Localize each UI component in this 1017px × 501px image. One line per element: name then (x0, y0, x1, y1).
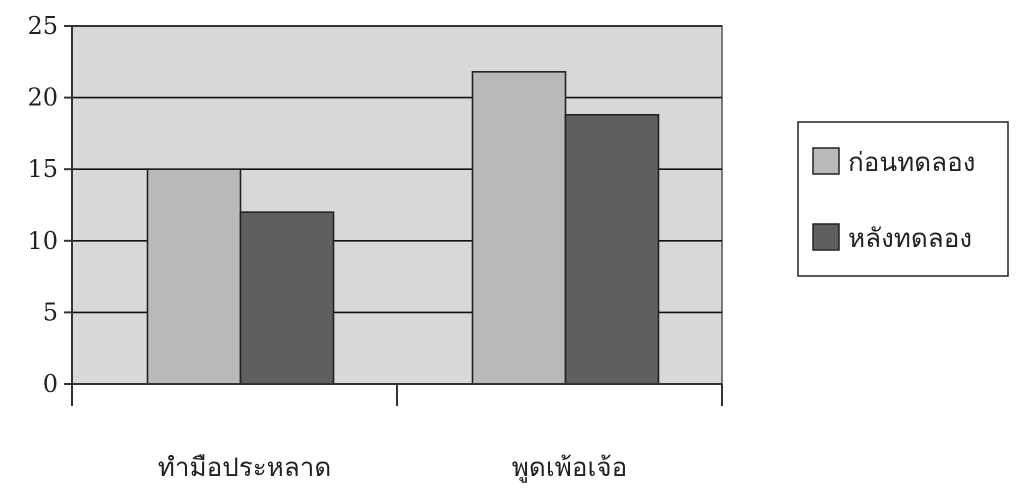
y-tick-label: 0 (43, 370, 58, 398)
y-tick-label: 25 (27, 12, 58, 40)
y-tick-label: 20 (27, 84, 58, 112)
bars (146, 71, 660, 385)
bar (471, 71, 567, 385)
legend-label-after: หลังทดลอง (848, 224, 972, 254)
bar (146, 168, 242, 385)
bar (564, 113, 660, 385)
legend-swatch-before (812, 147, 840, 175)
bar (239, 211, 335, 385)
x-category-label: พูดเพ้อเจ้อ (512, 453, 627, 483)
y-axis: 0 5 10 15 20 25 (27, 12, 73, 398)
y-tick-label: 10 (27, 227, 58, 255)
x-category-label: ทำมือประหลาด (158, 453, 331, 483)
y-tick-label: 15 (27, 155, 58, 183)
legend-label-before: ก่อนทดลอง (848, 148, 975, 178)
y-tick-label: 5 (43, 298, 58, 326)
legend-swatch-after (812, 223, 840, 251)
x-axis: ทำมือประหลาด พูดเพ้อเจ้อ (71, 383, 723, 483)
legend: ก่อนทดลอง หลังทดลอง (797, 121, 1009, 277)
